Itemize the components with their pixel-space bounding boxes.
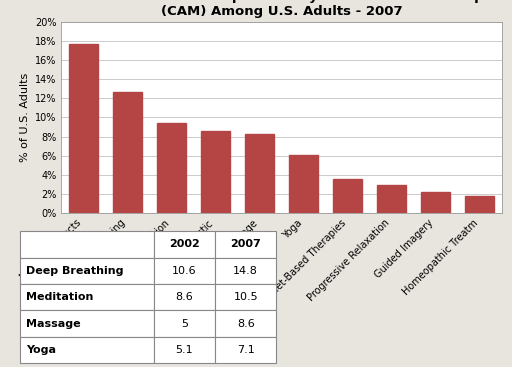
Bar (113, 92, 142, 213)
Bar (421, 192, 450, 213)
FancyBboxPatch shape (215, 310, 276, 337)
FancyBboxPatch shape (154, 258, 215, 284)
FancyBboxPatch shape (20, 337, 154, 363)
Text: 10.5: 10.5 (233, 292, 258, 302)
Bar (157, 123, 186, 213)
Bar (289, 155, 318, 213)
Text: 8.6: 8.6 (237, 319, 254, 329)
FancyBboxPatch shape (154, 337, 215, 363)
FancyBboxPatch shape (154, 231, 215, 258)
Text: Yoga: Yoga (26, 345, 56, 355)
FancyBboxPatch shape (215, 284, 276, 310)
FancyBboxPatch shape (154, 284, 215, 310)
Text: 14.8: 14.8 (233, 266, 258, 276)
FancyBboxPatch shape (215, 337, 276, 363)
Text: Deep Breathing: Deep Breathing (26, 266, 123, 276)
FancyBboxPatch shape (20, 231, 154, 258)
Text: 2007: 2007 (230, 239, 261, 250)
Y-axis label: % of U.S. Adults: % of U.S. Adults (19, 73, 30, 162)
Text: 10.6: 10.6 (172, 266, 197, 276)
FancyBboxPatch shape (215, 258, 276, 284)
FancyBboxPatch shape (154, 310, 215, 337)
Bar (69, 44, 98, 213)
Text: 5: 5 (181, 319, 188, 329)
Title: Ten Most Common Complementary or Alternative Therapies
(CAM) Among U.S. Adults -: Ten Most Common Complementary or Alterna… (58, 0, 505, 18)
FancyBboxPatch shape (215, 231, 276, 258)
FancyBboxPatch shape (20, 310, 154, 337)
Text: 5.1: 5.1 (176, 345, 193, 355)
Bar (465, 196, 494, 213)
Text: 7.1: 7.1 (237, 345, 254, 355)
Text: Meditation: Meditation (26, 292, 93, 302)
Bar (333, 179, 362, 213)
Bar (245, 134, 274, 213)
Text: 8.6: 8.6 (176, 292, 193, 302)
Text: Massage: Massage (26, 319, 80, 329)
Text: 2002: 2002 (169, 239, 200, 250)
FancyBboxPatch shape (20, 258, 154, 284)
Bar (201, 131, 230, 213)
Bar (377, 185, 406, 213)
FancyBboxPatch shape (20, 284, 154, 310)
